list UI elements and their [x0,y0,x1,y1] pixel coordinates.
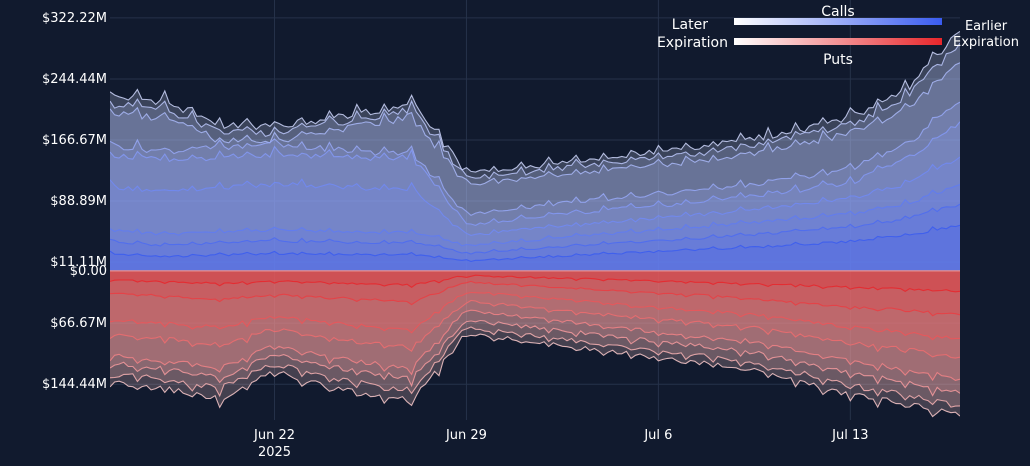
legend-later-label: Later [672,17,708,33]
y-tick-label: $66.67M [50,316,107,331]
legend-puts-title: Puts [823,52,853,68]
y-tick-label: $322.22M [42,11,107,26]
x-tick-label: Jul 6 [643,428,672,443]
y-tick-label: $88.89M [50,194,107,209]
calls-series-area [110,43,960,271]
puts-series-line [110,299,960,359]
puts-series-line [110,333,960,418]
legend-calls-title: Calls [821,4,854,20]
calls-series-area [110,31,960,271]
calls-series-line [110,203,960,255]
calls-series-line [110,121,960,226]
calls-series-line [110,101,960,217]
calls-series-area [110,121,960,271]
puts-series-area [110,270,960,292]
y-tick-label: $166.67M [42,133,107,148]
puts-series-line [110,291,960,341]
calls-series-line [110,62,960,186]
puts-series-line [110,309,960,382]
axes: $322.22M $244.44M $166.67M $88.89M $11.11M$0… [42,11,868,460]
puts-series-area [110,270,960,340]
x-tick-sublabel: 2025 [258,445,291,460]
calls-series-line [110,183,960,247]
calls-series-area [110,184,960,271]
calls-series-area [110,157,960,271]
calls-series-area [110,62,960,271]
puts-series-line [110,274,960,293]
y-tick-label: $11.11M [50,255,107,270]
puts-series-line [110,319,960,397]
calls-series-line [110,224,960,262]
calls-series-area [110,102,960,271]
puts-series-line [110,326,960,408]
legend-later-expiration-label: Expiration [657,35,728,51]
calls-series-line [110,42,960,180]
calls-series-line [110,156,960,236]
x-tick-label: Jun 29 [445,428,487,443]
series-layer [110,30,960,418]
legend: Calls Later Expiration Earlier Expiratio… [657,4,1019,68]
puts-series-area [110,270,960,396]
calls-series-line [110,30,960,173]
puts-series-area [110,270,960,417]
x-tick-label: Jul 13 [831,428,868,443]
y-tick-label: $144.44M [42,377,107,392]
puts-series-area [110,270,960,408]
y-tick-label: $0.00 [70,264,107,279]
legend-puts-colorbar [734,38,942,45]
y-tick-label: $244.44M [42,72,107,87]
calls-series-area [110,225,960,271]
puts-series-area [110,270,960,381]
x-tick-label: Jun 22 [253,428,295,443]
legend-calls-colorbar [734,18,942,25]
legend-earlier-expiration-label: Expiration [953,35,1019,50]
legend-earlier-label: Earlier [965,19,1008,34]
puts-series-line [110,280,960,317]
